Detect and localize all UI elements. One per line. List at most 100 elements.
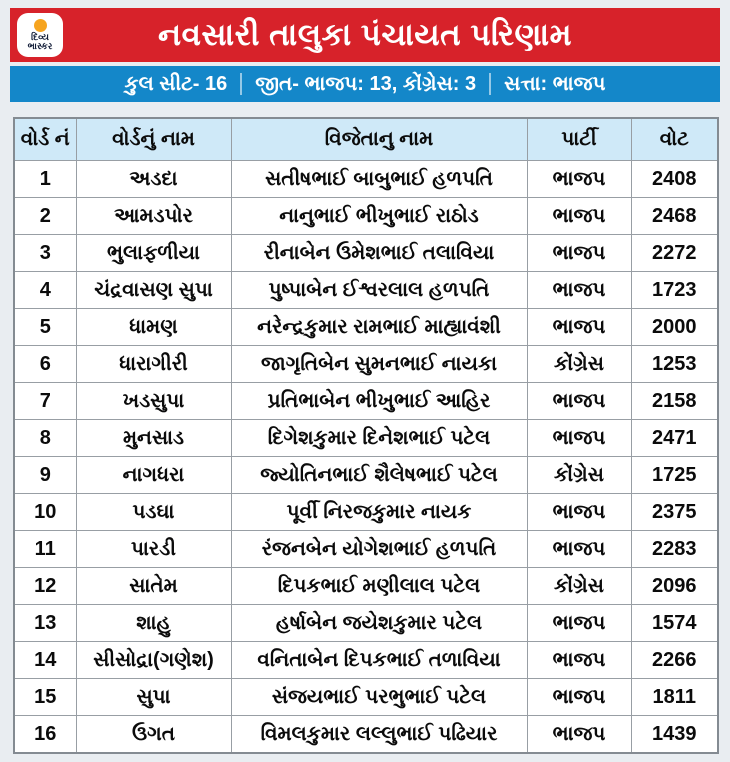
summary-bar: કુલ સીટ- 16 જીત- ભાજપ: 13, કોંગ્રેસ: 3 સ… — [10, 66, 720, 102]
party-cell: ભાજપ — [526, 197, 632, 235]
ward-name-cell: ચંદ્રવાસણ સુપા — [75, 271, 232, 309]
votes-cell: 2158 — [630, 382, 719, 420]
table-row: 1 અડદા સતીષભાઈ બાબુભાઈ હળપતિ ભાજપ 2408 — [13, 160, 719, 198]
votes-cell: 1725 — [630, 456, 719, 494]
ward-name-cell: શાહુ — [75, 604, 232, 642]
votes-cell: 2375 — [630, 493, 719, 531]
results-table: વોર્ડ નં વોર્ડનું નામ વિજેતાનુ નામ પાર્ટ… — [13, 117, 719, 754]
table-row: 5 ધામણ નરેન્દ્રકુમાર રામભાઈ માહ્યાવંશી ભાજપ… — [13, 308, 719, 346]
votes-cell: 2272 — [630, 234, 719, 272]
ward-number-cell: 1 — [13, 160, 77, 198]
party-cell: ભાજપ — [526, 641, 632, 679]
ward-name-cell: ધામણ — [75, 308, 232, 346]
ward-number-cell: 9 — [13, 456, 77, 494]
ward-name-cell: ખડસુપા — [75, 382, 232, 420]
ward-number-cell: 7 — [13, 382, 77, 420]
votes-cell: 1439 — [630, 715, 719, 754]
ward-name-cell: આમડપોર — [75, 197, 232, 235]
page-title: નવસારી તાલુકા પંચાયત પરિણામ — [157, 16, 573, 52]
ward-name-cell: પારડી — [75, 530, 232, 568]
table-row: 13 શાહુ હર્ષાબેન જયેશકુમાર પટેલ ભાજપ 1574 — [13, 604, 719, 642]
winner-name-cell: પ્રતિભાબેન ભીખુભાઈ આહિર — [230, 382, 528, 420]
ward-number-cell: 10 — [13, 493, 77, 531]
winner-name-cell: રંજનબેન યોગેશભાઈ હળપતિ — [230, 530, 528, 568]
votes-cell: 2096 — [630, 567, 719, 605]
table-body: 1 અડદા સતીષભાઈ બાબુભાઈ હળપતિ ભાજપ 2408 2 આમડપો… — [13, 160, 719, 754]
col-header-ward-number: વોર્ડ નં — [13, 117, 77, 161]
table-row: 6 ધારાગીરી જાગૃતિબેન સુમનભાઈ નાયકા કોંગ્રેસ… — [13, 345, 719, 383]
table-row: 9 નાગધરા જ્યોતિનભાઈ શૈલેષભાઈ પટેલ કોંગ્રેસ 1… — [13, 456, 719, 494]
divya-bhaskar-logo: દિવ્ય ભાસ્કર — [17, 13, 63, 57]
table-row: 10 પડઘા પૂર્વી નિરજકુમાર નાયક ભાજપ 2375 — [13, 493, 719, 531]
ward-name-cell: ભુલાફળીયા — [75, 234, 232, 272]
ward-number-cell: 2 — [13, 197, 77, 235]
table-header-row: વોર્ડ નં વોર્ડનું નામ વિજેતાનુ નામ પાર્ટ… — [13, 117, 719, 161]
ward-number-cell: 8 — [13, 419, 77, 457]
header-banner: દિવ્ય ભાસ્કર નવસારી તાલુકા પંચાયત પરિણામ — [10, 8, 720, 62]
ward-name-cell: સાતેમ — [75, 567, 232, 605]
table-row: 8 મુનસાડ દિગેશકુમાર દિનેશભાઈ પટેલ ભાજપ 2471 — [13, 419, 719, 457]
votes-cell: 1723 — [630, 271, 719, 309]
summary-win-tally: જીત- ભાજપ: 13, કોંગ્રેસ: 3 — [255, 72, 477, 95]
party-cell: ભાજપ — [526, 493, 632, 531]
ward-number-cell: 15 — [13, 678, 77, 716]
ward-name-cell: અડદા — [75, 160, 232, 198]
logo-text-line2: ભાસ્કર — [27, 41, 53, 51]
party-cell: કોંગ્રેસ — [526, 567, 632, 605]
winner-name-cell: દિગેશકુમાર દિનેશભાઈ પટેલ — [230, 419, 528, 457]
table-row: 15 સુપા સંજયભાઈ પરભુભાઈ પટેલ ભાજપ 1811 — [13, 678, 719, 716]
winner-name-cell: જાગૃતિબેન સુમનભાઈ નાયકા — [230, 345, 528, 383]
table-row: 7 ખડસુપા પ્રતિભાબેન ભીખુભાઈ આહિર ભાજપ 2158 — [13, 382, 719, 420]
party-cell: ભાજપ — [526, 271, 632, 309]
ward-number-cell: 16 — [13, 715, 77, 754]
ward-number-cell: 12 — [13, 567, 77, 605]
ward-number-cell: 5 — [13, 308, 77, 346]
party-cell: ભાજપ — [526, 715, 632, 754]
party-cell: ભાજપ — [526, 678, 632, 716]
ward-name-cell: મુનસાડ — [75, 419, 232, 457]
table-row: 14 સીસોદ્રા(ગણેશ) વનિતાબેન દિપકભાઈ તળાવિયા… — [13, 641, 719, 679]
ward-name-cell: નાગધરા — [75, 456, 232, 494]
party-cell: કોંગ્રેસ — [526, 345, 632, 383]
votes-cell: 1253 — [630, 345, 719, 383]
ward-name-cell: પડઘા — [75, 493, 232, 531]
logo-text-line1: દિવ્ય — [31, 31, 49, 42]
party-cell: ભાજપ — [526, 604, 632, 642]
party-cell: ભાજપ — [526, 308, 632, 346]
winner-name-cell: વિમલકુમાર લલ્લુભાઈ પઢિયાર — [230, 715, 528, 754]
table-row: 2 આમડપોર નાનુભાઈ ભીખુભાઈ રાઠોડ ભાજપ 2468 — [13, 197, 719, 235]
ward-number-cell: 3 — [13, 234, 77, 272]
votes-cell: 2408 — [630, 160, 719, 198]
winner-name-cell: નરેન્દ્રકુમાર રામભાઈ માહ્યાવંશી — [230, 308, 528, 346]
winner-name-cell: નાનુભાઈ ભીખુભાઈ રાઠોડ — [230, 197, 528, 235]
ward-number-cell: 14 — [13, 641, 77, 679]
ward-number-cell: 13 — [13, 604, 77, 642]
winner-name-cell: જ્યોતિનભાઈ શૈલેષભાઈ પટેલ — [230, 456, 528, 494]
party-cell: ભાજપ — [526, 530, 632, 568]
divider — [489, 73, 492, 95]
votes-cell: 1574 — [630, 604, 719, 642]
ward-name-cell: ધારાગીરી — [75, 345, 232, 383]
winner-name-cell: દિપકભાઈ મણીલાલ પટેલ — [230, 567, 528, 605]
ward-name-cell: ઉગત — [75, 715, 232, 754]
votes-cell: 2283 — [630, 530, 719, 568]
col-header-votes: વોટ — [630, 117, 719, 161]
ward-number-cell: 4 — [13, 271, 77, 309]
winner-name-cell: રીનાબેન ઉમેશભાઈ તલાવિયા — [230, 234, 528, 272]
winner-name-cell: પૂર્વી નિરજકુમાર નાયક — [230, 493, 528, 531]
votes-cell: 2000 — [630, 308, 719, 346]
winner-name-cell: પુષ્પાબેન ઈશ્વરલાલ હળપતિ — [230, 271, 528, 309]
divider — [240, 73, 243, 95]
party-cell: કોંગ્રેસ — [526, 456, 632, 494]
logo-sun-icon — [33, 18, 47, 32]
votes-cell: 1811 — [630, 678, 719, 716]
party-cell: ભાજપ — [526, 419, 632, 457]
ward-name-cell: સુપા — [75, 678, 232, 716]
table-row: 4 ચંદ્રવાસણ સુપા પુષ્પાબેન ઈશ્વરલાલ હળપતિ ભ… — [13, 271, 719, 309]
party-cell: ભાજપ — [526, 234, 632, 272]
votes-cell: 2468 — [630, 197, 719, 235]
summary-ruling-party: સત્તા: ભાજપ — [504, 72, 606, 95]
winner-name-cell: હર્ષાબેન જયેશકુમાર પટેલ — [230, 604, 528, 642]
votes-cell: 2266 — [630, 641, 719, 679]
